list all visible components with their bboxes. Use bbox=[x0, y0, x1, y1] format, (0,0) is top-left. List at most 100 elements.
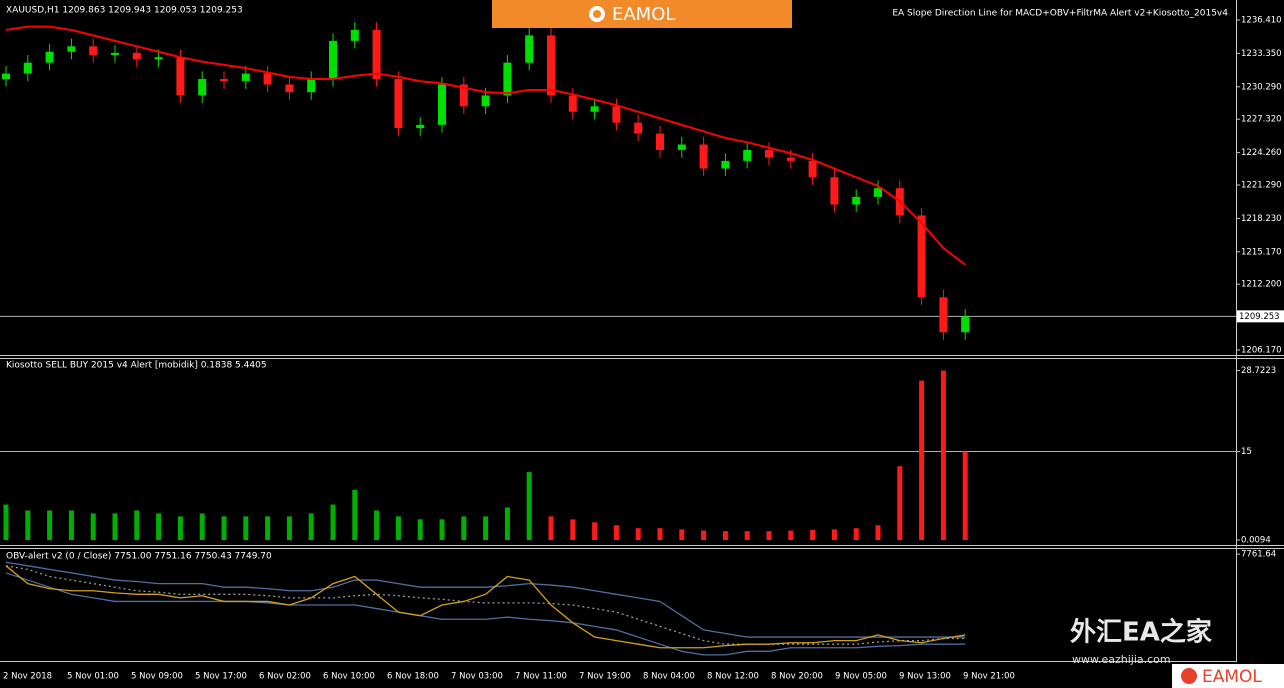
corner-logo-icon bbox=[1181, 668, 1197, 684]
histogram-bar bbox=[962, 451, 968, 540]
candle-body bbox=[459, 84, 468, 107]
histogram-bar bbox=[592, 522, 598, 540]
x-tick-label: 5 Nov 17:00 bbox=[195, 672, 247, 682]
histogram-bar bbox=[940, 370, 946, 540]
histogram-bar bbox=[374, 510, 380, 540]
y-tick-label: 1236.410 bbox=[1241, 16, 1282, 26]
candle-body bbox=[830, 177, 839, 205]
x-tick-label: 7 Nov 19:00 bbox=[579, 672, 631, 682]
histogram-bar bbox=[897, 466, 903, 540]
histogram-bar bbox=[504, 507, 510, 540]
histogram-bar bbox=[810, 529, 816, 540]
candle-body bbox=[481, 95, 490, 107]
y-tick-label: 0.0094 bbox=[1241, 535, 1271, 545]
ma-line bbox=[5, 25, 966, 266]
y-tick-label: 1230.290 bbox=[1241, 82, 1282, 92]
histogram-bar bbox=[68, 510, 74, 540]
histogram-bar bbox=[330, 504, 336, 540]
panel-title: Kiosotto SELL BUY 2015 v4 Alert [mobidik… bbox=[6, 361, 267, 371]
histogram-bar bbox=[613, 525, 619, 540]
banner-text: EAMOL bbox=[612, 4, 675, 25]
x-tick-label: 8 Nov 20:00 bbox=[771, 672, 823, 682]
current-price-label: 1209.253 bbox=[1239, 312, 1280, 322]
candle-body bbox=[89, 46, 98, 56]
histogram-bar bbox=[853, 528, 859, 540]
histogram-bar bbox=[701, 530, 707, 540]
candle-body bbox=[132, 52, 141, 60]
candle-body bbox=[786, 157, 795, 161]
watermark-url: www.eazhijia.com bbox=[1072, 653, 1171, 666]
candle-body bbox=[394, 79, 403, 129]
histogram-bar bbox=[483, 516, 489, 540]
histogram-bar bbox=[265, 516, 271, 540]
candle-body bbox=[852, 196, 861, 205]
indicator-line bbox=[5, 561, 966, 638]
indicator-line bbox=[5, 565, 966, 649]
candle-body bbox=[241, 73, 250, 82]
candle-body bbox=[2, 73, 10, 80]
candle-body bbox=[743, 149, 752, 161]
histogram-bar bbox=[679, 529, 685, 540]
candle-body bbox=[808, 160, 817, 178]
y-tick-label: 15 bbox=[1241, 447, 1252, 457]
y-tick-label: 1221.290 bbox=[1241, 180, 1282, 190]
candle-body bbox=[590, 106, 599, 112]
histogram-bar bbox=[308, 513, 314, 540]
candle-body bbox=[503, 62, 512, 96]
histogram-bar bbox=[352, 489, 358, 540]
histogram-bar bbox=[788, 530, 794, 540]
y-tick-label: 7761.64 bbox=[1241, 550, 1276, 560]
candle-body bbox=[372, 29, 381, 80]
y-tick-label: 1218.230 bbox=[1241, 214, 1282, 224]
histogram-bar bbox=[134, 510, 140, 540]
frame bbox=[0, 0, 1284, 662]
candle-body bbox=[699, 144, 708, 169]
panel-title: XAUUSD,H1 1209.863 1209.943 1209.053 120… bbox=[6, 6, 243, 16]
histogram-bar bbox=[90, 513, 96, 540]
candle-body bbox=[634, 122, 643, 134]
y-tick-label: 1233.350 bbox=[1241, 49, 1282, 59]
x-tick-label: 5 Nov 01:00 bbox=[67, 672, 119, 682]
candle-body bbox=[917, 215, 926, 298]
candle-body bbox=[111, 52, 119, 56]
histogram-bar bbox=[919, 380, 925, 540]
candle-body bbox=[23, 62, 32, 74]
candle-body bbox=[329, 40, 337, 80]
histogram-bar bbox=[548, 516, 554, 540]
x-tick-label: 8 Nov 12:00 bbox=[707, 672, 759, 682]
histogram-bar bbox=[875, 525, 881, 540]
panel-title: OBV-alert v2 (0 / Close) 7751.00 7751.16… bbox=[6, 552, 272, 562]
candle-body bbox=[677, 144, 686, 150]
histogram-bar bbox=[744, 531, 750, 540]
histogram-bar bbox=[417, 519, 423, 540]
histogram-bar bbox=[25, 510, 31, 540]
y-tick-label: 1215.170 bbox=[1241, 247, 1282, 257]
candle-body bbox=[285, 84, 294, 93]
histogram-bar bbox=[112, 513, 118, 540]
candle-body bbox=[525, 35, 534, 63]
histogram-bar bbox=[526, 472, 532, 540]
watermark: 外汇EA之家 bbox=[1070, 617, 1212, 648]
histogram-bar bbox=[766, 531, 772, 540]
indicator-line bbox=[5, 572, 966, 656]
histogram-bar bbox=[243, 516, 249, 540]
x-tick-label: 6 Nov 02:00 bbox=[259, 672, 311, 682]
candle-body bbox=[307, 79, 316, 93]
x-tick-label: 7 Nov 11:00 bbox=[515, 672, 567, 682]
histogram-bar bbox=[47, 510, 53, 540]
x-tick-label: 6 Nov 10:00 bbox=[323, 672, 375, 682]
y-tick-label: 1224.260 bbox=[1241, 148, 1282, 158]
x-tick-label: 6 Nov 18:00 bbox=[387, 672, 439, 682]
panel-subtitle: EA Slope Direction Line for MACD+OBV+Fil… bbox=[892, 9, 1228, 19]
histogram-bar bbox=[657, 528, 663, 540]
y-tick-label: 1227.320 bbox=[1241, 115, 1282, 125]
x-tick-label: 2 Nov 2018 bbox=[3, 672, 52, 682]
candle-body bbox=[198, 79, 207, 96]
candle-body bbox=[220, 79, 228, 82]
x-tick-label: 9 Nov 13:00 bbox=[899, 672, 951, 682]
x-tick-label: 8 Nov 04:00 bbox=[643, 672, 695, 682]
histogram-bar bbox=[831, 529, 837, 540]
